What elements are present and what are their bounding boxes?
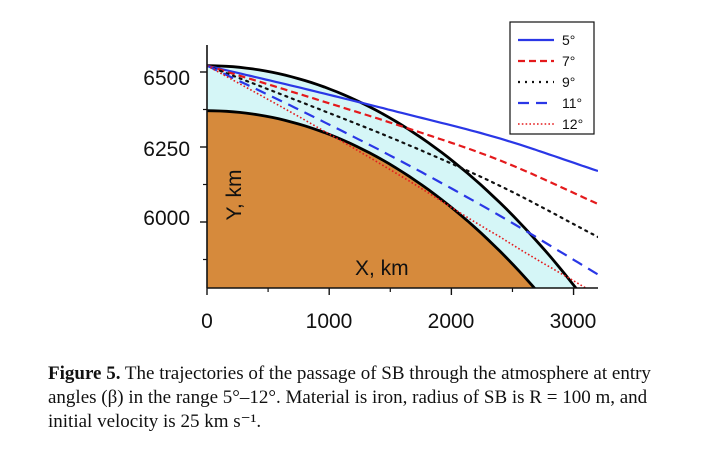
tick-group: [200, 71, 575, 295]
legend-label: 5°: [562, 32, 575, 48]
y-tick-label: 6500: [143, 67, 190, 90]
x-tick-label: 3000: [550, 310, 597, 333]
x-tick-label: 0: [201, 310, 213, 333]
series-line: [207, 64, 598, 239]
x-tick-label: 2000: [428, 310, 475, 333]
axes: [206, 45, 598, 289]
inner-boundary-line: [207, 109, 537, 288]
y-tick-label: 6000: [143, 207, 190, 230]
series-group: [207, 64, 598, 288]
x-tick-label: 1000: [306, 310, 353, 333]
x-axis-title: X, km: [355, 257, 409, 280]
legend-label: 12°: [562, 116, 583, 132]
planet-region: [207, 110, 598, 288]
series-line: [207, 64, 587, 288]
figure-caption: Figure 5. The trajectories of the passag…: [48, 362, 688, 434]
caption-label: Figure 5.: [48, 363, 121, 384]
y-tick-label: 6250: [143, 138, 190, 161]
legend-label: 9°: [562, 74, 575, 90]
series-line: [207, 64, 598, 276]
series-line: [207, 64, 598, 206]
legend: 5° 7° 9° 11° 12°: [509, 21, 595, 135]
caption-text: The trajectories of the passage of SB th…: [48, 363, 651, 432]
trajectory-chart: 0 1000 2000 3000 6000 6250 6500 X, km Y,…: [143, 21, 598, 333]
legend-label: 7°: [562, 53, 575, 69]
y-axis-title: Y, km: [223, 170, 246, 221]
legend-label: 11°: [562, 95, 582, 111]
series-line: [207, 64, 598, 173]
